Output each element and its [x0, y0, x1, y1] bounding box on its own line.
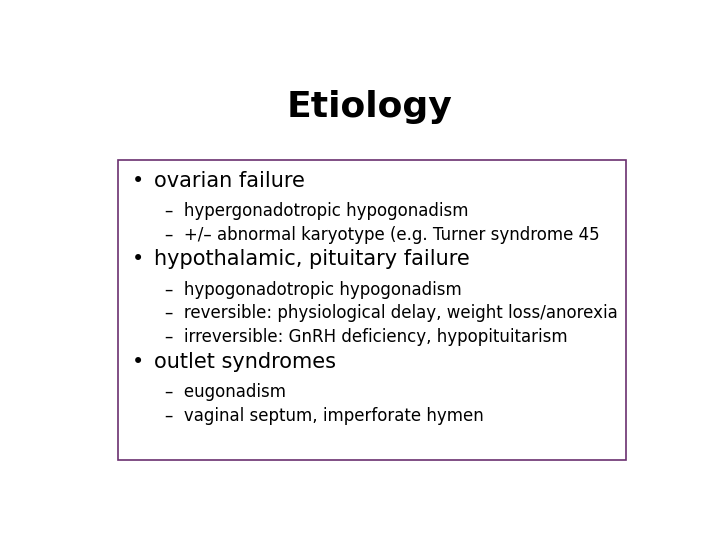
Text: ovarian failure: ovarian failure: [154, 171, 305, 191]
Text: •: •: [132, 352, 144, 372]
Text: –  hypergonadotropic hypogonadism: – hypergonadotropic hypogonadism: [166, 202, 469, 220]
Text: –  hypogonadotropic hypogonadism: – hypogonadotropic hypogonadism: [166, 281, 462, 299]
Text: •: •: [132, 171, 144, 191]
Text: –  +/– abnormal karyotype (e.g. Turner syndrome 45: – +/– abnormal karyotype (e.g. Turner sy…: [166, 226, 600, 244]
Text: –  vaginal septum, imperforate hymen: – vaginal septum, imperforate hymen: [166, 407, 484, 424]
Text: hypothalamic, pituitary failure: hypothalamic, pituitary failure: [154, 249, 470, 269]
Text: Etiology: Etiology: [286, 90, 452, 124]
Text: –  irreversible: GnRH deficiency, hypopituitarism: – irreversible: GnRH deficiency, hypopit…: [166, 328, 568, 346]
Text: •: •: [132, 249, 144, 269]
Text: –  eugonadism: – eugonadism: [166, 383, 287, 401]
Text: –  reversible: physiological delay, weight loss/anorexia: – reversible: physiological delay, weigh…: [166, 305, 618, 322]
Text: outlet syndromes: outlet syndromes: [154, 352, 336, 372]
